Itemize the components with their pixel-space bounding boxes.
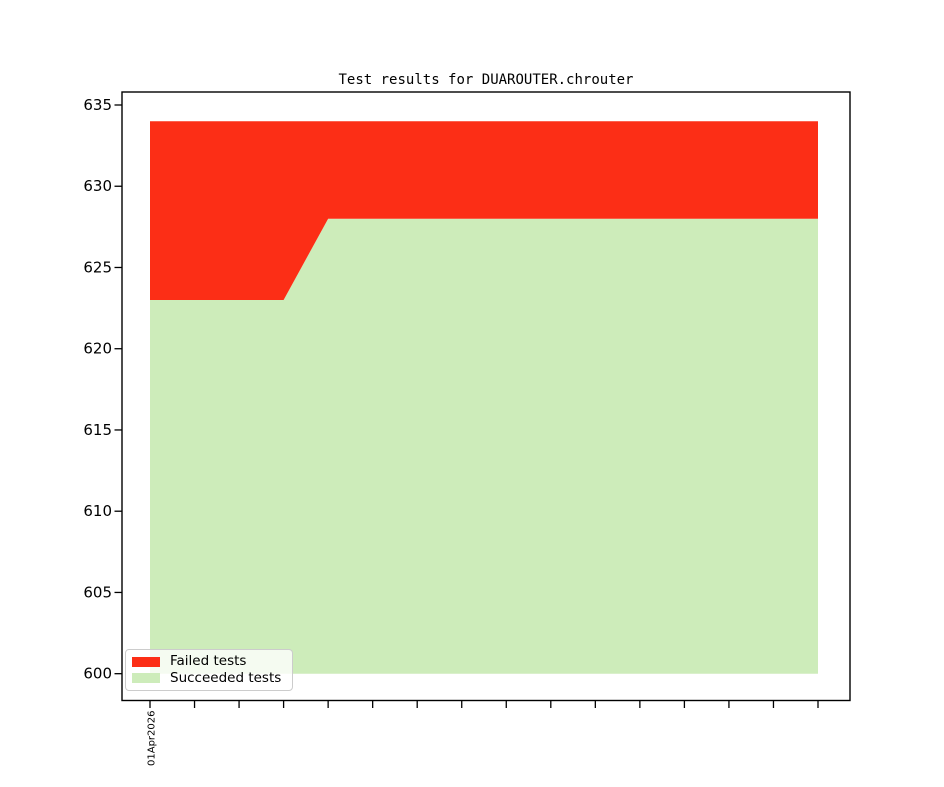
y-tick-label: 635: [83, 96, 112, 114]
y-tick-label: 620: [83, 340, 112, 358]
legend-entry-succeeded: Succeeded tests: [132, 669, 286, 686]
succeeded-area: [150, 218, 818, 674]
failed-swatch-icon: [132, 656, 160, 667]
legend-entry-failed: Failed tests: [132, 653, 286, 669]
x-tick-label: 01Apr2026: [147, 711, 158, 766]
y-tick-label: 615: [83, 421, 112, 439]
legend-label-failed: Failed tests: [170, 653, 247, 669]
chart-title: Test results for DUAROUTER.chrouter: [338, 72, 634, 88]
failed-area: [150, 121, 818, 300]
legend: Failed tests Succeeded tests: [125, 649, 293, 691]
axes-spines: [121, 91, 851, 702]
y-tick-label: 625: [83, 258, 112, 276]
succeeded-swatch-icon: [132, 673, 160, 684]
y-tick-label: 610: [83, 502, 112, 520]
legend-label-succeeded: Succeeded tests: [170, 669, 282, 686]
y-tick-label: 630: [83, 177, 112, 195]
y-tick-label: 600: [83, 665, 112, 683]
y-tick-label: 605: [83, 583, 112, 601]
